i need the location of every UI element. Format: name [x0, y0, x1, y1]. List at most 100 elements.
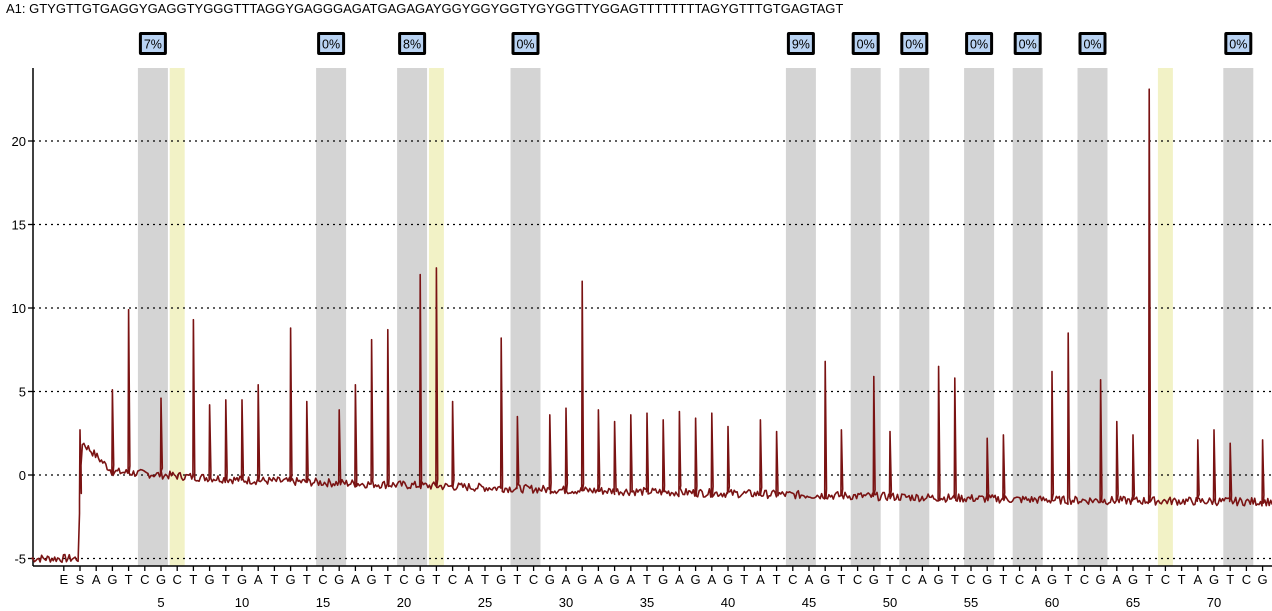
dispensation-letter: T	[837, 572, 845, 587]
y-tick-labels: -5 0 5 10 15 20	[12, 134, 26, 567]
badge-fill	[1227, 35, 1250, 52]
dispensation-letter: C	[788, 572, 797, 587]
methylation-badge: 0%	[511, 32, 540, 55]
peak-point	[1132, 434, 1134, 436]
dispensation-letter: G	[1096, 572, 1106, 587]
methylation-badge: 0%	[1078, 32, 1107, 55]
peak-point	[776, 430, 778, 433]
dispensation-letter: C	[1161, 572, 1170, 587]
position-label: 50	[883, 595, 897, 610]
dispensation-letter: G	[496, 572, 506, 587]
peak-point	[338, 409, 340, 411]
dispensation-letter: A	[626, 572, 635, 587]
dispensation-letter: T	[1064, 572, 1072, 587]
peak-point	[435, 267, 437, 269]
dispensation-letter: G	[334, 572, 344, 587]
dispensation-letter: T	[432, 572, 440, 587]
methylation-percent: 0%	[970, 38, 988, 52]
dispensation-letter: G	[367, 572, 377, 587]
cpg-site-band	[137, 68, 168, 566]
methylation-percent: 0%	[1229, 38, 1247, 52]
dispensation-letter: G	[286, 572, 296, 587]
position-labels: 5 10 15 20 25 30 35 40 45 50 55 60 65 70	[157, 595, 1221, 610]
methylation-percent: 0%	[905, 38, 923, 52]
peak-point	[79, 429, 81, 431]
peak-point	[759, 419, 762, 421]
dispensation-letter: T	[1178, 572, 1186, 587]
dispensation-letter: T	[643, 572, 651, 587]
methylation-badge: 0%	[1224, 32, 1253, 55]
dispensation-letter: G	[1047, 572, 1057, 587]
dispensation-letter: T	[886, 572, 894, 587]
methylation-badge: 0%	[965, 32, 994, 55]
peak-point	[111, 389, 113, 391]
badge-fill	[1016, 35, 1039, 52]
cpg-site-band	[1012, 68, 1043, 566]
bisulfite-control-band	[1157, 68, 1173, 566]
dispensation-letter: A	[707, 572, 716, 587]
cpg-site-band	[785, 68, 816, 566]
badge-fill	[141, 35, 164, 52]
peak-point	[128, 309, 130, 311]
badge-fill	[789, 35, 812, 52]
dispensation-letter: C	[966, 572, 975, 587]
dispensation-letter: C	[448, 572, 457, 587]
position-label: 55	[964, 595, 978, 610]
position-label: 60	[1045, 595, 1059, 610]
methylation-badge: 0%	[1013, 32, 1042, 55]
peak-point	[306, 400, 308, 403]
peak-point	[387, 329, 389, 331]
badge-fill	[903, 35, 926, 52]
peak-point	[614, 420, 616, 423]
dispensation-letter: G	[107, 572, 117, 587]
site-bands	[137, 68, 1254, 566]
peak-point	[646, 412, 648, 414]
dispensation-letter: T	[125, 572, 133, 587]
y-tick-label: 5	[19, 385, 26, 400]
dispensation-letter: G	[577, 572, 587, 587]
peak-point	[354, 384, 356, 386]
peak-point	[711, 412, 713, 414]
dispensation-letter: T	[951, 572, 959, 587]
dispensation-letter: S	[76, 572, 85, 587]
dispensation-letter: T	[1145, 572, 1153, 587]
dispensation-letter: A	[1031, 572, 1040, 587]
position-label: 35	[640, 595, 654, 610]
dispensation-letter: C	[1015, 572, 1024, 587]
methylation-percent: 0%	[516, 38, 534, 52]
methylation-percent: 0%	[1083, 38, 1101, 52]
peak-point	[1100, 379, 1102, 381]
peak-point	[371, 339, 373, 341]
methylation-badge: 0%	[317, 32, 346, 55]
dispensation-letter: G	[1128, 572, 1138, 587]
dispensation-letter: G	[982, 572, 992, 587]
y-tick-label: 0	[19, 468, 26, 483]
peak-point	[209, 404, 211, 406]
peak-point	[954, 377, 956, 379]
cpg-site-band	[964, 68, 995, 566]
dispensation-letter: T	[481, 572, 489, 587]
peak-point	[630, 414, 632, 416]
position-label: 40	[721, 595, 735, 610]
methylation-badge: 9%	[786, 32, 815, 55]
dispensation-letter: A	[918, 572, 927, 587]
peak-point	[873, 375, 875, 378]
dispensation-letter: G	[237, 572, 247, 587]
dispensation-letter: C	[318, 572, 327, 587]
dispensation-letter: C	[902, 572, 911, 587]
methylation-badge: 7%	[138, 32, 167, 55]
methylation-percent: 0%	[857, 38, 875, 52]
cpg-site-band	[850, 68, 881, 566]
dispensation-letter: A	[92, 572, 101, 587]
dispensation-letter: G	[723, 572, 733, 587]
methylation-badges: 7% 0% 8% 0% 9% 0% 0% 0% 0% 0% 0%	[138, 32, 1253, 55]
dispensation-letter: T	[773, 572, 781, 587]
peak-point	[1197, 439, 1199, 441]
peak-point	[938, 365, 940, 368]
methylation-percent: 7%	[144, 38, 162, 52]
dispensation-letter: G	[658, 572, 668, 587]
dispensation-letter: A	[756, 572, 765, 587]
cpg-site-band	[1077, 68, 1108, 566]
